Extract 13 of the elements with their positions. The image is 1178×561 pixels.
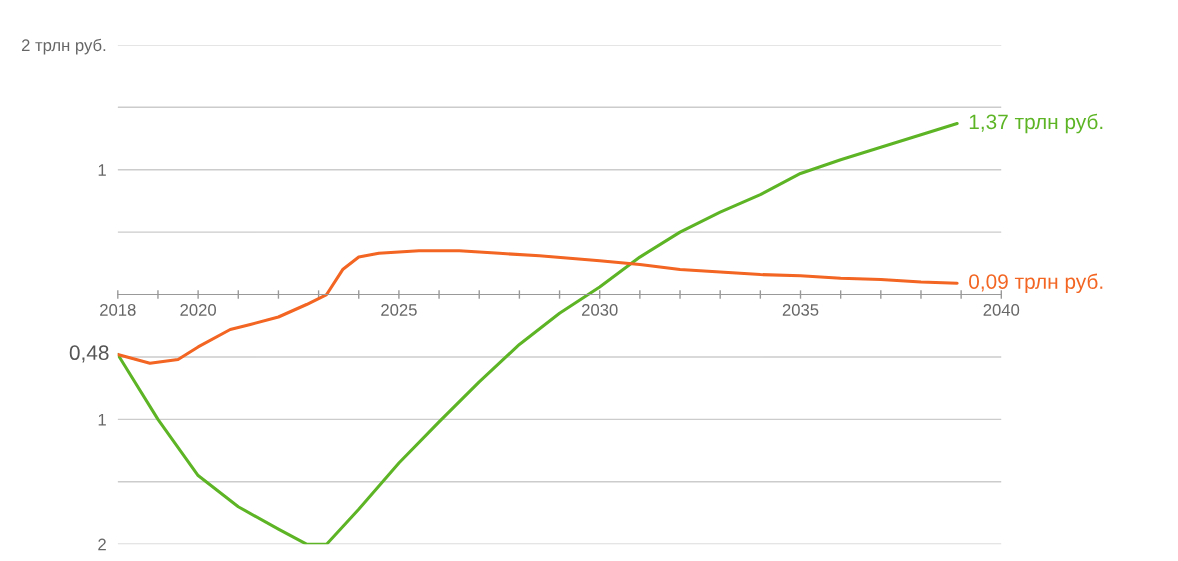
y-tick-label: 1 [98,413,106,426]
y-tick-label: 1 [98,164,106,176]
x-tick-label: 2020 [180,303,217,316]
x-tick-label: 2025 [381,303,417,316]
annotation: 1,37 трлн руб. [969,113,1103,134]
x-tick-label: 2040 [983,303,1020,316]
x-tick-label: 2035 [782,303,819,316]
annotation: 0,09 трлн руб. [969,273,1103,294]
y-tick-label: 2 [98,538,106,551]
text: 0,48 [69,345,109,363]
y-tick-label: 2 трлн руб. [21,38,106,55]
x-tick-label: 2030 [582,303,618,316]
x-tick-label: 2018 [100,303,136,316]
